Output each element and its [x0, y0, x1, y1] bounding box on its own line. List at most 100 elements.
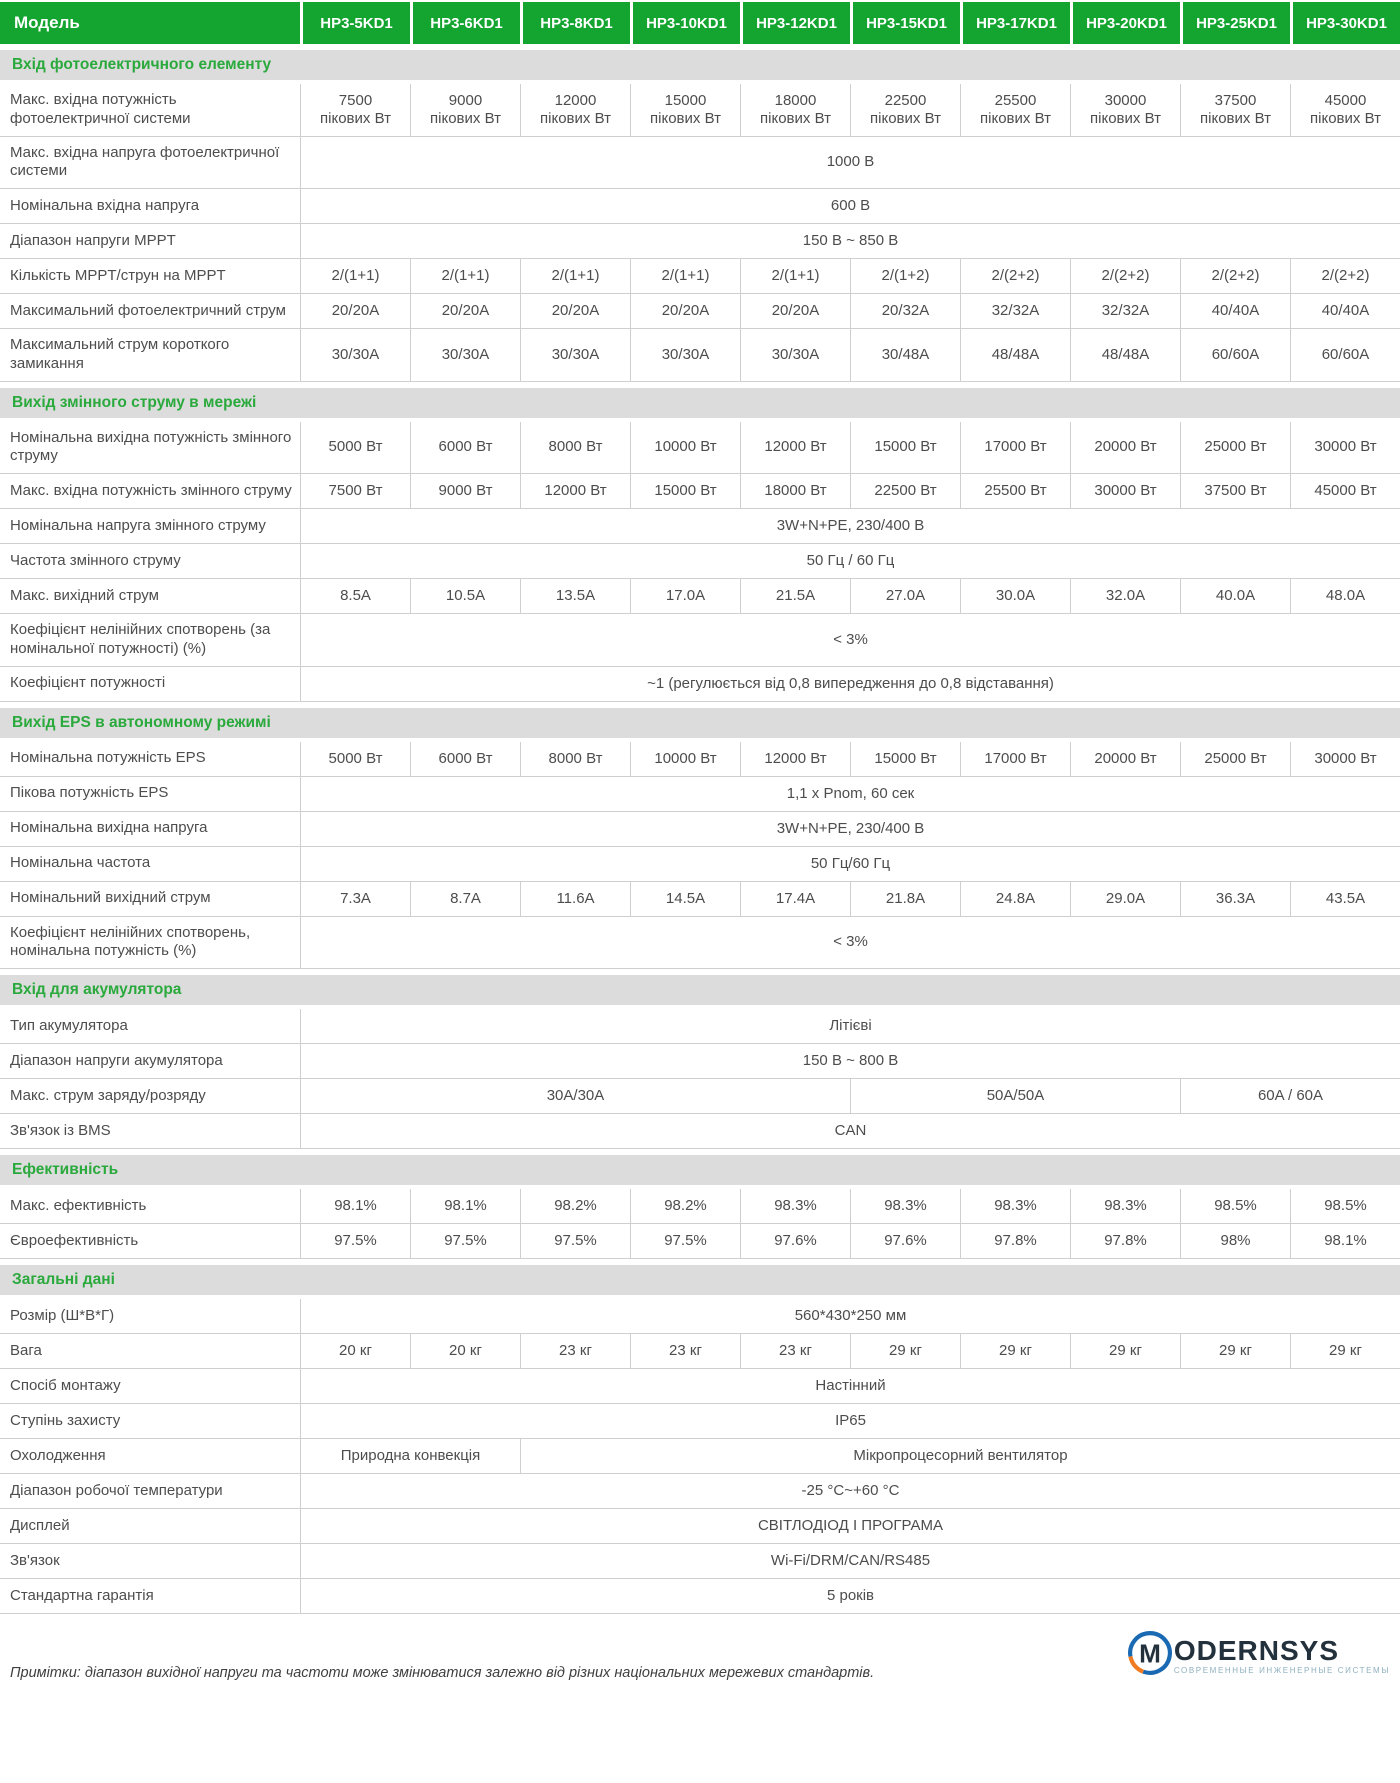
value-cell: 29.0A	[1070, 881, 1180, 916]
value-cell: 97.8%	[960, 1224, 1070, 1258]
brand-tagline: СОВРЕМЕННЫЕ ИНЖЕНЕРНЫЕ СИСТЕМЫ	[1173, 1665, 1390, 1675]
value-cell: 2/(1+1)	[630, 259, 740, 293]
value-cell: 97.5%	[410, 1224, 520, 1258]
header-model-label: Модель	[0, 2, 300, 44]
value-cell: 20000 Вт	[1070, 741, 1180, 776]
row-label: Макс. ефективність	[10, 1196, 147, 1214]
value-cell: Літієві	[300, 1009, 1400, 1043]
value-cell: 15000 Вт	[850, 421, 960, 473]
value-cell: 9000 пікових Вт	[410, 84, 520, 136]
value-cell: 29 кг	[850, 1334, 960, 1368]
spec-row: Пікова потужність EPS 1,1 x Pnom, 60 сек	[0, 776, 1400, 812]
value-cell: 98.3%	[740, 1189, 850, 1223]
row-label: Макс. струм заряду/розряду	[10, 1086, 206, 1104]
row-label: Кількість MPPT/струн на MPPT	[10, 266, 226, 284]
spec-row: Макс. струм заряду/розряду 30A/30A 50A/50A…	[0, 1079, 1400, 1114]
header-model-cell: HP3-12KD1	[743, 2, 850, 44]
value-cell: 40/40A	[1180, 294, 1290, 328]
header-model-cell: HP3-10KD1	[633, 2, 740, 44]
row-label: Номінальний вихідний струм	[10, 889, 211, 907]
value-cell: 98.3%	[850, 1189, 960, 1223]
value-cell: 48.0A	[1290, 579, 1400, 613]
value-cell: 17000 Вт	[960, 741, 1070, 776]
value-cell: 48/48A	[960, 329, 1070, 381]
spec-row: Діапазон напруги акумулятора 150 В ~ 800 …	[0, 1044, 1400, 1079]
value-cell: 2/(1+1)	[300, 259, 410, 293]
row-label: Розмір (Ш*В*Г)	[10, 1306, 115, 1324]
spec-row: Максимальний струм короткого замикання 30…	[0, 329, 1400, 382]
brand-initial: M	[1139, 1638, 1161, 1668]
value-cell: 97.8%	[1070, 1224, 1180, 1258]
brand-name: ODERNSYS	[1173, 1634, 1339, 1666]
row-label: Макс. вихідний струм	[10, 586, 159, 604]
brand-ring-icon: M	[1127, 1630, 1173, 1681]
value-cell: 560*430*250 мм	[300, 1299, 1400, 1333]
value-cell: 32/32A	[960, 294, 1070, 328]
header-model-cell: HP3-25KD1	[1183, 2, 1290, 44]
spec-row: Номінальна потужність EPS 5000 Вт 6000 Вт 8…	[0, 741, 1400, 777]
value-cell: ~1 (регулюється від 0,8 випередження до …	[300, 666, 1400, 701]
value-cell: Природна конвекція	[300, 1439, 520, 1473]
row-label: Коефіцієнт нелінійних спотворень (за ном…	[10, 621, 271, 657]
value-cell: 98.3%	[1070, 1189, 1180, 1223]
value-cell: 10.5A	[410, 579, 520, 613]
spec-row: Зв'язок Wi-Fi/DRM/CAN/RS485	[0, 1544, 1400, 1579]
value-cell: 50 Гц / 60 Гц	[300, 544, 1400, 578]
spec-row: Євроефективність 97.5% 97.5% 97.5% 97.5% 97.6…	[0, 1224, 1400, 1259]
row-label: Діапазон робочої температури	[10, 1481, 223, 1499]
row-label: Номінальна вхідна напруга	[10, 196, 200, 214]
value-cell: 21.5A	[740, 579, 850, 613]
spec-row: Дисплей СВІТЛОДІОД І ПРОГРАМА	[0, 1509, 1400, 1544]
spec-row: Макс. вихідний струм 8.5A 10.5A 13.5A 17.0A 2…	[0, 579, 1400, 614]
value-cell: IP65	[300, 1404, 1400, 1438]
value-cell: 11.6A	[520, 881, 630, 916]
header-model-cell: HP3-6KD1	[413, 2, 520, 44]
value-cell: 30000 Вт	[1290, 421, 1400, 473]
value-cell: 98.5%	[1290, 1189, 1400, 1223]
row-label: Номінальна вихідна напруга	[10, 819, 208, 837]
value-cell: СВІТЛОДІОД І ПРОГРАМА	[300, 1509, 1400, 1543]
value-cell: 2/(2+2)	[1290, 259, 1400, 293]
value-cell: 30.0A	[960, 579, 1070, 613]
value-cell: 12000 Вт	[740, 741, 850, 776]
spec-row: Кількість MPPT/струн на MPPT 2/(1+1) 2/(1+…	[0, 259, 1400, 294]
value-cell: 37500 Вт	[1180, 474, 1290, 508]
section-header: Вхід фотоелектричного елементу	[0, 50, 1400, 80]
value-cell: 45000 пікових Вт	[1290, 84, 1400, 136]
value-cell: 30000 Вт	[1290, 741, 1400, 776]
value-cell: 21.8A	[850, 881, 960, 916]
row-label: Частота змінного струму	[10, 551, 181, 569]
value-cell: 97.5%	[300, 1224, 410, 1258]
value-cell: 50A/50A	[850, 1079, 1180, 1113]
row-label: Номінальна вихідна потужність змінного с…	[10, 428, 292, 465]
spec-row: Діапазон робочої температури -25 °C~+60 °…	[0, 1474, 1400, 1509]
value-cell: 30/30A	[520, 329, 630, 381]
section-header: Вихід EPS в автономному режимі	[0, 707, 1400, 738]
value-cell: 9000 Вт	[410, 474, 520, 508]
row-label: Коефіцієнт потужності	[10, 674, 166, 692]
spec-row: Номінальна вхідна напруга 600 В	[0, 189, 1400, 224]
value-cell: 17.0A	[630, 579, 740, 613]
value-cell: 23 кг	[520, 1334, 630, 1368]
value-cell: 37500 пікових Вт	[1180, 84, 1290, 136]
spec-row: Максимальний фотоелектричний струм 20/20A…	[0, 294, 1400, 329]
value-cell: 20/20A	[410, 294, 520, 328]
value-cell: 98.1%	[1290, 1224, 1400, 1258]
value-cell: 12000 Вт	[520, 474, 630, 508]
value-cell: 40/40A	[1290, 294, 1400, 328]
value-cell: 22500 пікових Вт	[850, 84, 960, 136]
value-cell: 43.5A	[1290, 881, 1400, 916]
value-cell: 32.0A	[1070, 579, 1180, 613]
table-header: Модель HP3-5KD1 HP3-6KD1 HP3-8KD1 HP3-10KD1…	[0, 2, 1400, 44]
value-cell: 20/20A	[630, 294, 740, 328]
row-label: Діапазон напруги акумулятора	[10, 1051, 223, 1069]
spec-row: Номінальна напруга змінного струму 3W+N+P…	[0, 509, 1400, 544]
row-label: Макс. вхідна потужність фотоелектричної …	[10, 91, 191, 127]
value-cell: 8.5A	[300, 579, 410, 613]
value-cell: < 3%	[300, 916, 1400, 968]
spec-row: Номінальна частота 50 Гц/60 Гц	[0, 846, 1400, 882]
row-label: Максимальний фотоелектричний струм	[10, 301, 286, 319]
spec-row: Вага 20 кг 20 кг 23 кг 23 кг 23 кг 29 кг 29 кг 2…	[0, 1334, 1400, 1369]
row-label: Дисплей	[10, 1516, 70, 1534]
section-header: Вихід змінного струму в мережі	[0, 387, 1400, 418]
